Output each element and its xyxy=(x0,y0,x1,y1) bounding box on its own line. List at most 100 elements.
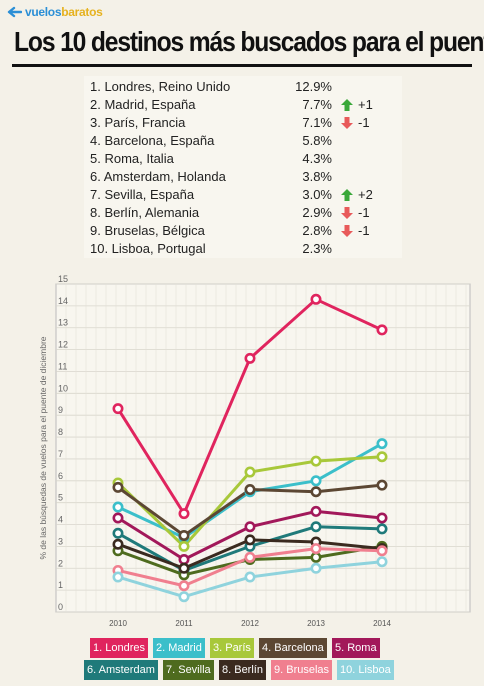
data-point xyxy=(376,451,388,463)
ranking-row: 9. Bruselas, Bélgica 2.8% -1 xyxy=(84,222,402,240)
ranking-destination: 7. Sevilla, España xyxy=(90,187,195,202)
data-point xyxy=(376,545,388,557)
ranking-destination: 1. Londres, Reino Unido xyxy=(90,79,231,94)
ranking-row: 5. Roma, Italia 4.3% xyxy=(84,150,402,168)
y-axis-label: % de las búsquedas de vuelos para el pue… xyxy=(38,336,48,559)
y-tick-label: 6 xyxy=(58,471,63,481)
ranking-percent: 7.1% xyxy=(302,115,332,130)
data-point xyxy=(244,521,256,533)
arrow-down-icon xyxy=(341,207,353,219)
arrow-down-icon xyxy=(341,117,353,129)
page-title: Los 10 destinos más buscados para el pue… xyxy=(14,26,484,57)
y-tick-label: 12 xyxy=(58,340,68,350)
y-tick-label: 8 xyxy=(58,427,63,437)
legend-item: 6. Amsterdam xyxy=(84,660,158,680)
y-tick-label: 10 xyxy=(58,383,68,393)
x-tick-label: 2010 xyxy=(109,619,127,628)
data-point xyxy=(112,403,124,415)
vuelosbaratos-logo[interactable]: vuelosbaratos xyxy=(6,4,103,20)
ranking-destination: 9. Bruselas, Bélgica xyxy=(90,223,205,238)
legend-item: 8. Berlín xyxy=(219,660,266,680)
legend-item: 5. Roma xyxy=(332,638,380,658)
y-tick-label: 5 xyxy=(58,493,63,503)
ranking-row: 7. Sevilla, España 3.0% +2 xyxy=(84,186,402,204)
title-divider xyxy=(12,64,472,67)
arrow-up-icon xyxy=(341,189,353,201)
ranking-row: 6. Amsterdam, Holanda 3.8% xyxy=(84,168,402,186)
plane-arrow-icon xyxy=(7,6,22,18)
ranking-destination: 2. Madrid, España xyxy=(90,97,196,112)
y-tick-label: 14 xyxy=(58,296,68,306)
ranking-change: -1 xyxy=(358,115,370,130)
data-point xyxy=(376,556,388,568)
data-point xyxy=(310,543,322,555)
legend-item: 10. Lisboa xyxy=(337,660,394,680)
ranking-row: 8. Berlín, Alemania 2.9% -1 xyxy=(84,204,402,222)
ranking-destination: 4. Barcelona, España xyxy=(90,133,215,148)
ranking-change: -1 xyxy=(358,223,370,238)
data-point xyxy=(310,551,322,563)
ranking-change: +2 xyxy=(358,187,373,202)
legend-item: 4. Barcelona xyxy=(259,638,327,658)
ranking-percent: 2.3% xyxy=(302,241,332,256)
data-point xyxy=(310,486,322,498)
ranking-percent: 2.8% xyxy=(302,223,332,238)
x-tick-label: 2013 xyxy=(307,619,325,628)
data-point xyxy=(178,591,190,603)
logo-text-vuelos: vuelos xyxy=(25,5,62,19)
logo-text: vuelosbaratos xyxy=(25,5,103,19)
data-point xyxy=(310,521,322,533)
ranking-percent: 7.7% xyxy=(302,97,332,112)
data-point xyxy=(178,508,190,520)
ranking-percent: 2.9% xyxy=(302,205,332,220)
y-tick-label: 0 xyxy=(58,602,63,612)
data-point xyxy=(376,479,388,491)
y-tick-label: 15 xyxy=(58,274,68,284)
data-point xyxy=(178,540,190,552)
y-tick-label: 11 xyxy=(58,361,67,371)
ranking-change: +1 xyxy=(358,97,373,112)
ranking-change: -1 xyxy=(358,205,370,220)
y-tick-label: 1 xyxy=(58,580,63,590)
data-point xyxy=(112,481,124,493)
plot-area xyxy=(55,283,471,613)
ranking-row: 10. Lisboa, Portugal 2.3% xyxy=(84,240,402,258)
ranking-destination: 10. Lisboa, Portugal xyxy=(90,241,206,256)
ranking-row: 2. Madrid, España 7.7% +1 xyxy=(84,96,402,114)
data-point xyxy=(112,501,124,513)
ranking-destination: 5. Roma, Italia xyxy=(90,151,174,166)
legend-item: 9. Bruselas xyxy=(271,660,333,680)
arrow-down-icon xyxy=(341,225,353,237)
data-point xyxy=(376,324,388,336)
y-tick-label: 13 xyxy=(58,318,68,328)
data-point xyxy=(376,512,388,524)
x-tick-label: 2011 xyxy=(175,619,193,628)
legend-item: 3. París xyxy=(210,638,254,658)
x-tick-label: 2014 xyxy=(373,619,391,628)
data-point xyxy=(178,562,190,574)
data-point xyxy=(178,554,190,566)
x-tick-label: 2012 xyxy=(241,619,259,628)
data-point xyxy=(178,529,190,541)
ranking-row: 3. París, Francia 7.1% -1 xyxy=(84,114,402,132)
data-point xyxy=(244,484,256,496)
data-point xyxy=(244,352,256,364)
ranking-row: 1. Londres, Reino Unido 12.9% xyxy=(84,78,402,96)
data-point xyxy=(376,523,388,535)
arrow-up-icon xyxy=(341,99,353,111)
data-point xyxy=(244,571,256,583)
data-point xyxy=(310,475,322,487)
y-tick-label: 9 xyxy=(58,405,63,415)
data-point xyxy=(310,455,322,467)
data-point xyxy=(244,551,256,563)
data-point xyxy=(112,571,124,583)
y-tick-label: 2 xyxy=(58,558,63,568)
data-point xyxy=(244,534,256,546)
ranking-table: 1. Londres, Reino Unido 12.9% 2. Madrid, E… xyxy=(84,76,402,258)
data-point xyxy=(376,438,388,450)
ranking-row: 4. Barcelona, España 5.8% xyxy=(84,132,402,150)
ranking-destination: 8. Berlín, Alemania xyxy=(90,205,200,220)
ranking-percent: 12.9% xyxy=(295,79,332,94)
y-tick-label: 4 xyxy=(58,515,63,525)
